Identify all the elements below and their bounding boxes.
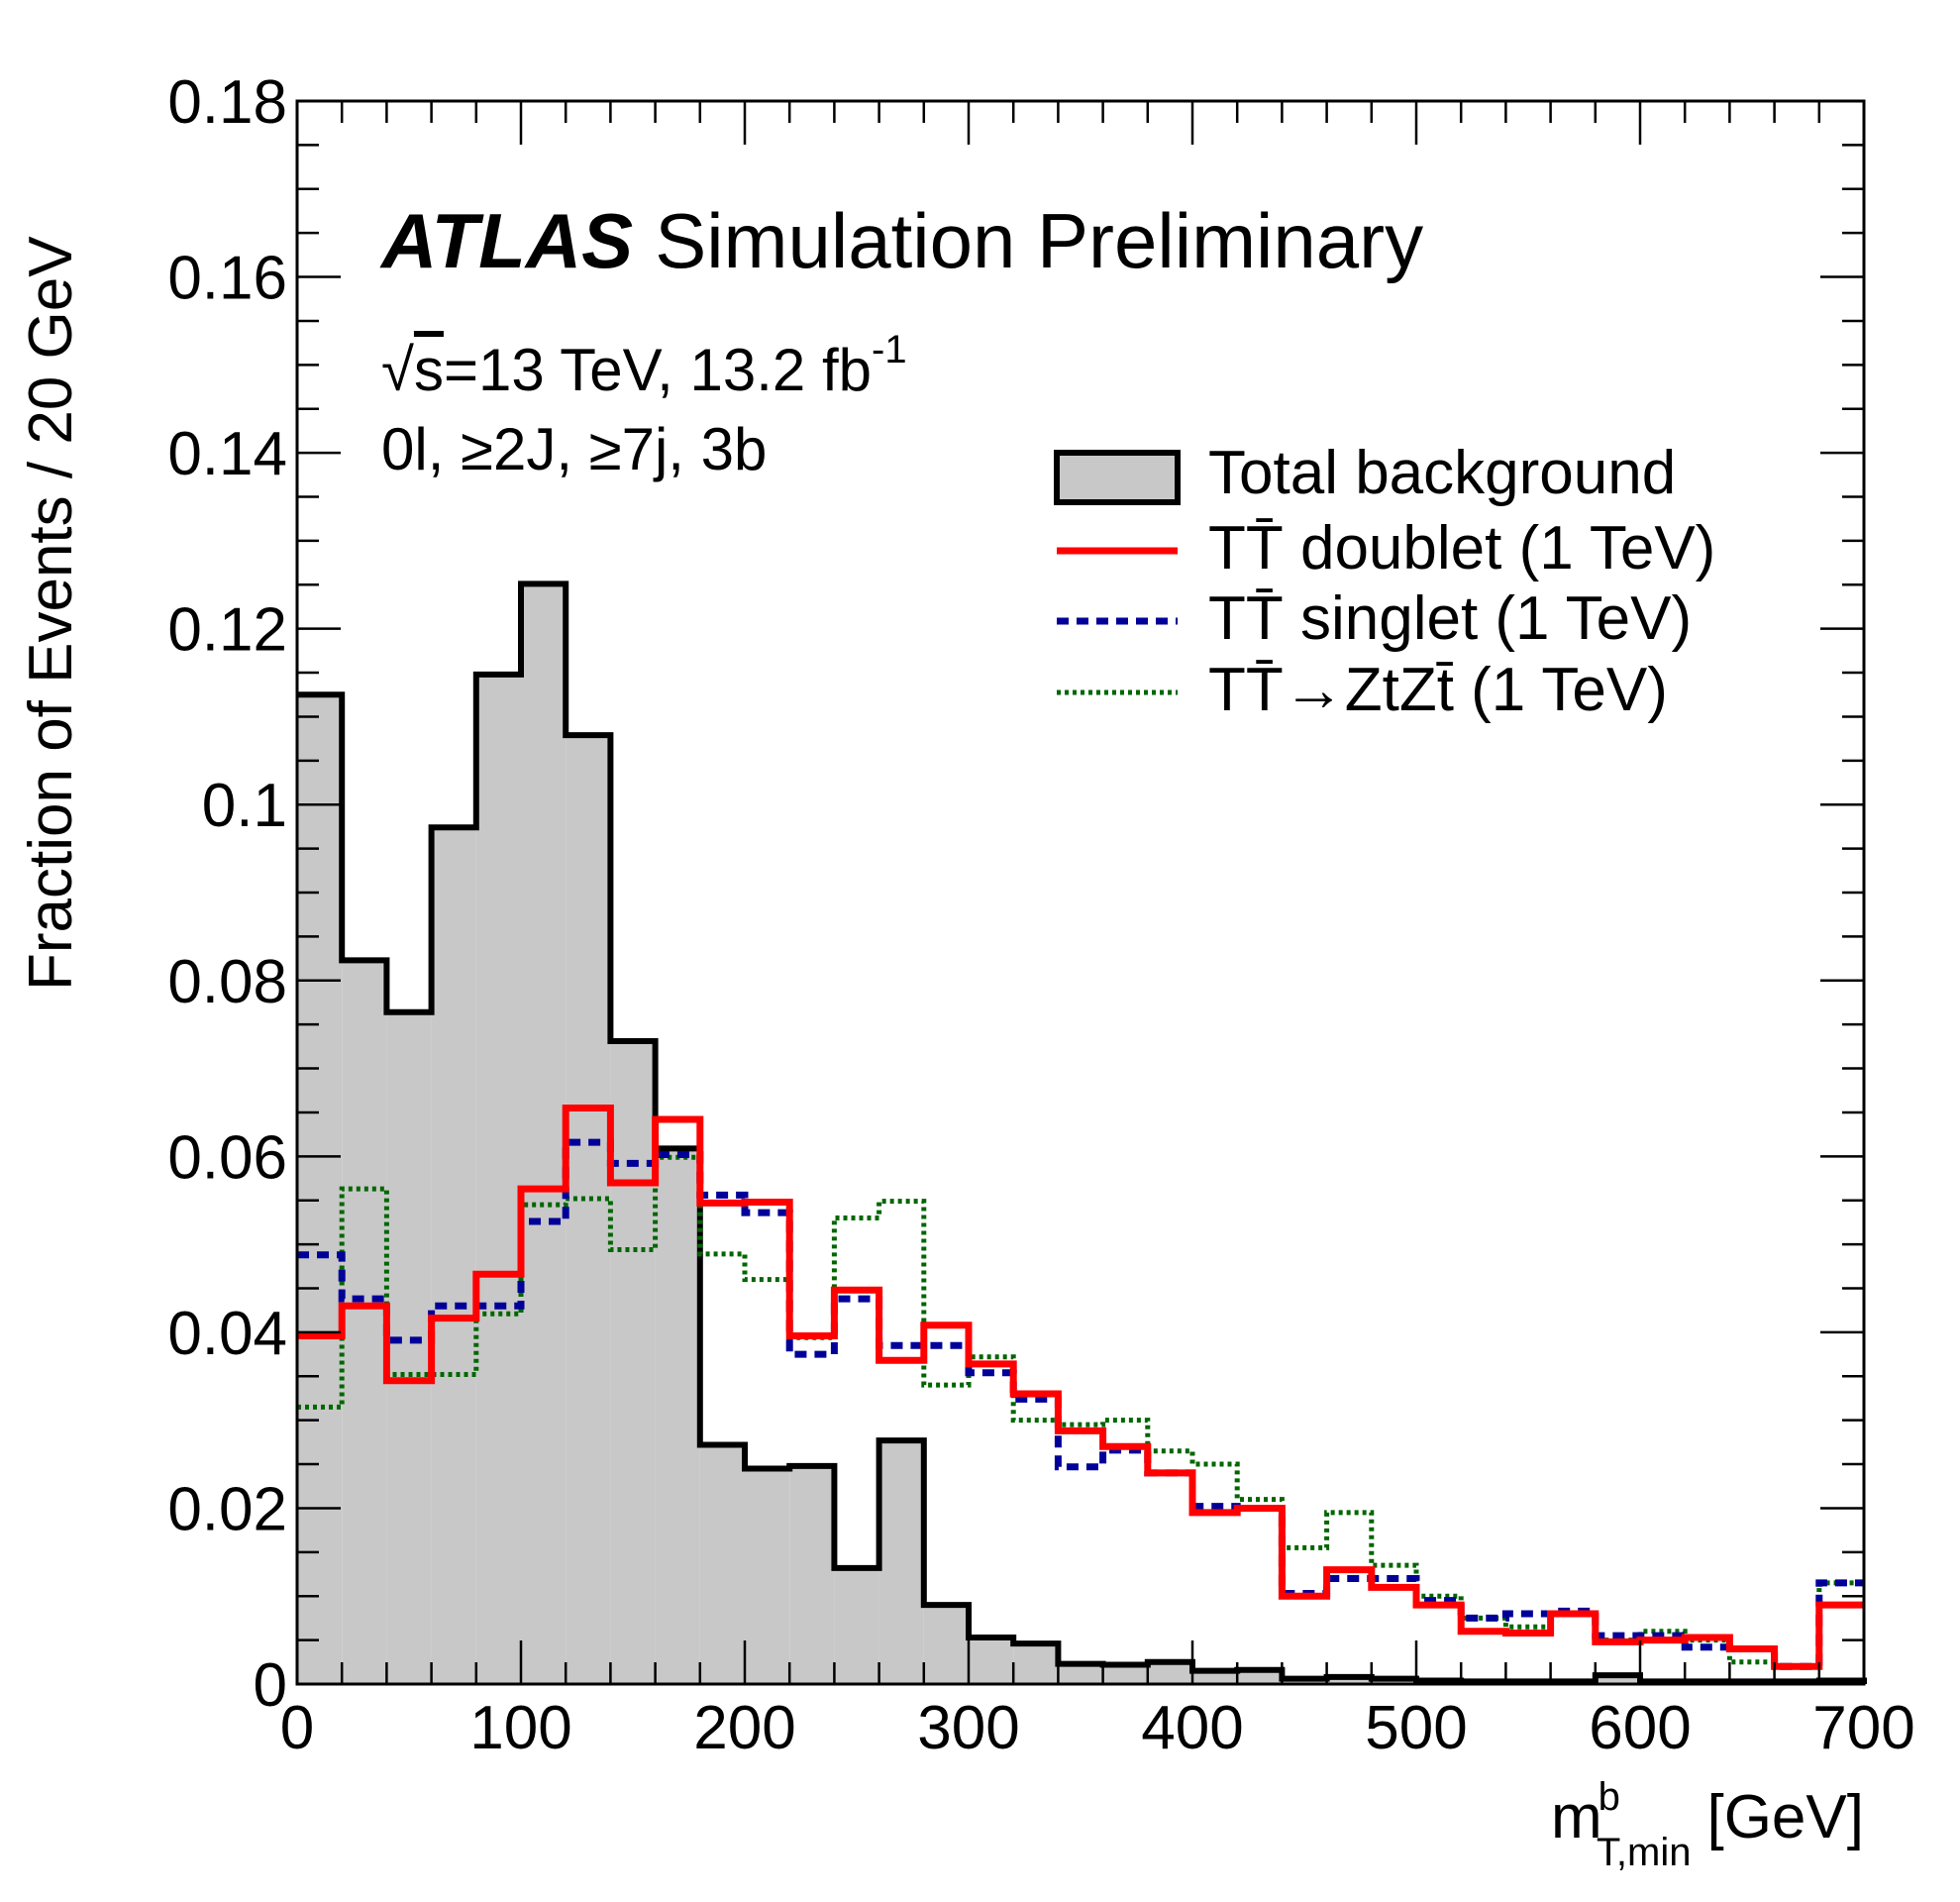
y-tick-label: 0.12 xyxy=(167,596,287,665)
x-tick-label: 200 xyxy=(693,1694,795,1762)
tick-labels: 0 100 200 300 400 500 600 700 0 0.02 0.04 0.06 0.08 0… xyxy=(167,68,1914,1762)
y-tick-label: 0.06 xyxy=(167,1123,287,1192)
x-axis-title: mb T,min [GeV] xyxy=(1551,1775,1864,1874)
background-bar-8 xyxy=(655,1148,700,1684)
x-axis-title-main: m xyxy=(1551,1783,1602,1851)
background-bar-23 xyxy=(1326,1676,1372,1684)
legend: Total background TT̄ doublet (1 TeV) TT̄… xyxy=(1054,439,1715,724)
background-bar-21 xyxy=(1237,1669,1283,1684)
y-tick-label: 0.04 xyxy=(167,1300,287,1368)
background-bar-11 xyxy=(789,1465,835,1684)
series-line-solid xyxy=(297,1105,1864,1670)
energy-label: √s=13 TeV, 13.2 fb-1 xyxy=(381,328,907,403)
y-tick-label: 0.16 xyxy=(167,245,287,313)
background-bar-1 xyxy=(342,960,387,1684)
x-tick-label: 100 xyxy=(469,1694,571,1762)
background-outline xyxy=(297,581,1867,1685)
legend-swatch-total-background xyxy=(1054,450,1181,505)
background-bar-29 xyxy=(1595,1675,1640,1684)
background-bar-16 xyxy=(1013,1643,1059,1684)
background-bar-20 xyxy=(1192,1670,1238,1684)
y-tick-label: 0.18 xyxy=(167,68,287,137)
atlas-label: ATLAS Simulation Preliminary xyxy=(379,197,1423,284)
background-bar-19 xyxy=(1147,1661,1192,1684)
background-bar-4 xyxy=(475,674,521,1684)
background-bar-14 xyxy=(923,1605,969,1684)
background-bar-10 xyxy=(745,1468,790,1684)
background-bar-18 xyxy=(1102,1664,1148,1684)
plot-frame xyxy=(295,99,1866,1686)
background-bar-6 xyxy=(566,735,611,1684)
y-axis-title: Fraction of Events / 20 GeV xyxy=(17,236,85,991)
energy-s: s xyxy=(414,337,444,403)
x-axis-title-sup: b xyxy=(1599,1775,1620,1819)
legend-label-doublet: TT̄ doublet (1 TeV) xyxy=(1208,514,1715,582)
legend-label-singlet: TT̄ singlet (1 TeV) xyxy=(1208,584,1692,653)
x-tick-label: 0 xyxy=(280,1694,314,1762)
x-tick-label: 500 xyxy=(1365,1694,1467,1762)
selection-label: 0l, ≥2J, ≥7j, 3b xyxy=(381,416,767,482)
background-bar-3 xyxy=(431,827,476,1684)
y-tick-label: 0.08 xyxy=(167,948,287,1016)
legend-label-total-background: Total background xyxy=(1208,439,1676,507)
x-axis-title-sub: T,min xyxy=(1597,1831,1692,1874)
x-tick-label: 400 xyxy=(1141,1694,1243,1762)
atlas-status: Simulation Preliminary xyxy=(655,197,1423,284)
background-bar-13 xyxy=(878,1440,924,1684)
x-tick-label: 300 xyxy=(917,1694,1019,1762)
background-bar-2 xyxy=(386,1011,432,1684)
atlas-experiment: ATLAS xyxy=(379,197,633,284)
background-bar-5 xyxy=(521,583,567,1684)
x-tick-label: 700 xyxy=(1812,1694,1914,1762)
background-bar-15 xyxy=(969,1637,1014,1684)
background-bar-7 xyxy=(610,1041,656,1684)
x-axis-title-unit: [GeV] xyxy=(1706,1783,1864,1851)
y-tick-label: 0.1 xyxy=(202,772,287,840)
background-bar-9 xyxy=(699,1444,745,1684)
y-tick-label: 0.02 xyxy=(167,1475,287,1543)
background-bar-17 xyxy=(1058,1663,1103,1684)
energy-sqrt: √ xyxy=(381,337,414,403)
legend-label-ztzt: TT̄→ZtZt̄ (1 TeV) xyxy=(1208,656,1668,724)
series-line-dotted xyxy=(297,1154,1864,1669)
x-tick-label: 600 xyxy=(1589,1694,1691,1762)
plot-area xyxy=(297,581,1867,1685)
y-tick-label: 0 xyxy=(254,1651,287,1720)
y-tick-label: 0.14 xyxy=(167,420,287,488)
energy-text: =13 TeV, 13.2 fb xyxy=(444,337,872,403)
energy-sup: -1 xyxy=(872,328,907,371)
background-bar-0 xyxy=(297,694,343,1684)
background-bar-12 xyxy=(834,1567,879,1684)
